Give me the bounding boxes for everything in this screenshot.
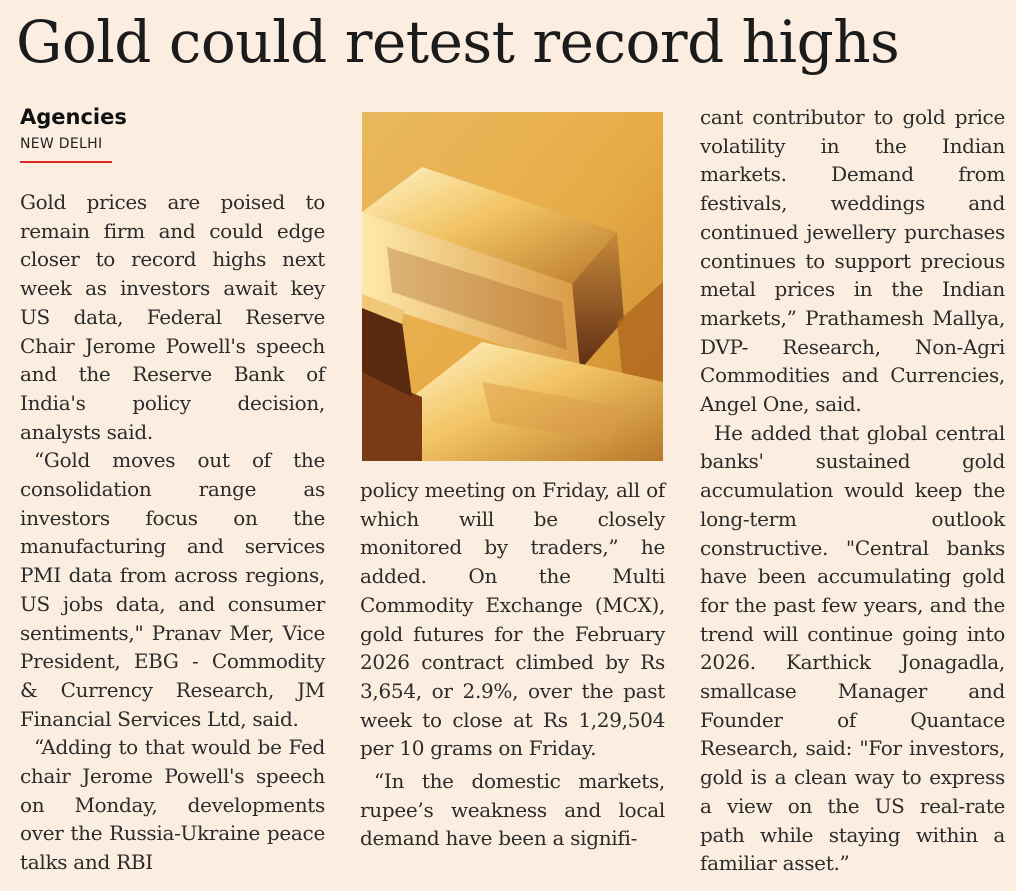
dateline-rule bbox=[20, 161, 112, 163]
paragraph-2: “Gold moves out of the consolidation ran… bbox=[20, 448, 325, 731]
paragraph-3: “Adding to that would be Fed chair Jerom… bbox=[20, 735, 325, 875]
article-column-1: Gold prices are poised to remain firm an… bbox=[20, 188, 325, 877]
byline: Agencies bbox=[20, 105, 127, 129]
paragraph-1: Gold prices are poised to remain firm an… bbox=[20, 190, 325, 444]
article-column-2: policy meeting on Friday, all of which w… bbox=[360, 476, 665, 853]
gold-bars-photo bbox=[362, 112, 663, 461]
paragraph-4: policy meeting on Friday, all of which w… bbox=[360, 478, 665, 761]
headline: Gold could retest record highs bbox=[16, 8, 900, 76]
dateline: NEW DELHI bbox=[20, 136, 103, 152]
paragraph-6: cant contributor to gold price volatilit… bbox=[700, 105, 1005, 417]
article-column-3: cant contributor to gold price volatilit… bbox=[700, 103, 1005, 878]
paragraph-5: “In the domestic markets, rupee’s weakne… bbox=[360, 769, 665, 851]
paragraph-7: He added that global central banks' sust… bbox=[700, 420, 1005, 876]
